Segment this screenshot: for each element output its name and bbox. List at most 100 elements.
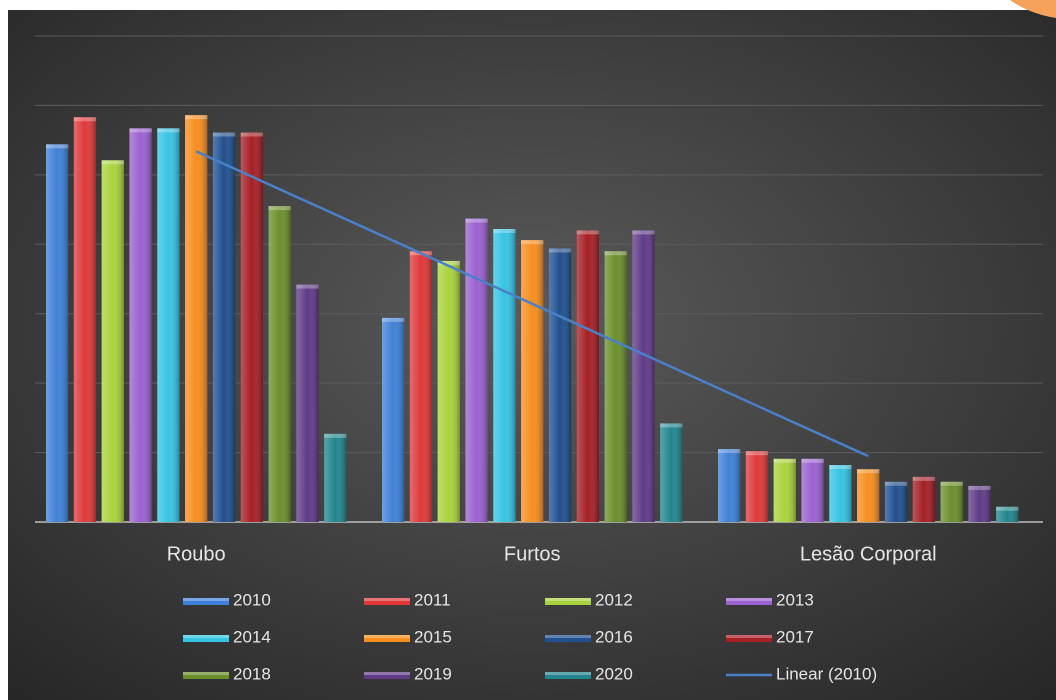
- bar-top: [437, 260, 460, 265]
- legend-swatch: [545, 672, 591, 679]
- bar-top: [73, 117, 97, 122]
- legend-swatch-shade: [364, 635, 410, 638]
- bar-shade: [324, 433, 347, 522]
- bar-shade: [437, 260, 460, 522]
- legend-label: 2012: [595, 590, 633, 609]
- bar-top: [857, 469, 880, 474]
- bar-shade: [632, 230, 655, 522]
- bar-top: [324, 433, 347, 438]
- legend-label: 2011: [414, 590, 451, 609]
- bar-shade: [240, 132, 263, 522]
- legend-swatch: [183, 635, 229, 642]
- bar-top: [101, 160, 124, 165]
- legend-swatch: [183, 598, 229, 605]
- legend-swatch-shade: [545, 635, 591, 638]
- bar-top: [382, 317, 405, 322]
- bar-top: [829, 465, 852, 470]
- bar-top: [212, 132, 236, 137]
- legend-swatch-shade: [183, 635, 229, 638]
- bar-shade: [101, 160, 124, 522]
- legend-swatch-shade: [726, 635, 772, 638]
- legend-swatch-shade: [183, 672, 229, 675]
- bar-shade: [157, 128, 180, 522]
- bar-top: [996, 506, 1019, 511]
- bar-shade: [604, 251, 627, 522]
- legend-swatch-shade: [545, 598, 591, 601]
- bar-shade: [996, 506, 1019, 522]
- legend-label: 2019: [414, 664, 452, 683]
- legend-swatch: [364, 598, 410, 605]
- bar-shade: [382, 317, 405, 522]
- bar-top: [801, 458, 824, 463]
- bar-top: [157, 128, 180, 133]
- bar-top: [576, 230, 599, 235]
- bar-top: [968, 485, 991, 490]
- bar-top: [493, 229, 516, 234]
- bar-top: [465, 218, 488, 223]
- bar-top: [632, 230, 655, 235]
- legend-label: 2013: [776, 590, 814, 609]
- bar-shade: [548, 248, 572, 523]
- bar-shade: [493, 229, 516, 523]
- bar-shade: [73, 117, 97, 522]
- bar-shade: [521, 240, 544, 522]
- legend-swatch-shade: [545, 672, 591, 675]
- x-tick-label: Roubo: [167, 543, 226, 565]
- bar-shade: [718, 449, 741, 522]
- x-tick-label: Lesão Corporal: [800, 543, 937, 565]
- bar-top: [604, 251, 627, 256]
- bar-shade: [745, 451, 769, 522]
- bar-top: [884, 481, 908, 486]
- bar-shade: [576, 230, 599, 522]
- bar-shade: [857, 469, 880, 522]
- bar-shade: [212, 132, 236, 522]
- bar-shade: [829, 465, 852, 522]
- legend-label: 2017: [776, 627, 814, 646]
- bar-top: [745, 451, 769, 456]
- bar-top: [185, 115, 208, 120]
- legend-label: 2015: [414, 627, 452, 646]
- bar-top: [912, 476, 935, 481]
- trendline: [195, 150, 869, 458]
- legend-label: 2020: [595, 664, 633, 683]
- bar-shade: [660, 423, 683, 522]
- legend-label: 2010: [233, 590, 271, 609]
- bar-top: [718, 449, 741, 454]
- bar-top: [940, 481, 963, 486]
- bar-top: [521, 240, 544, 245]
- legend-swatch-shade: [364, 598, 410, 601]
- corner-decoration: [1010, 0, 1056, 18]
- bar-top: [773, 458, 796, 463]
- bar-shade: [296, 284, 319, 522]
- bar-shade: [801, 458, 824, 522]
- legend-swatch: [726, 598, 772, 605]
- legend-swatch-shade: [364, 672, 410, 675]
- bar-shade: [773, 458, 796, 522]
- bar-top: [296, 284, 319, 289]
- bar-shade: [912, 476, 935, 522]
- bar-top: [268, 206, 291, 211]
- bar-shade: [46, 144, 69, 522]
- bar-top: [46, 144, 69, 149]
- legend-swatch: [726, 635, 772, 642]
- legend-label: Linear (2010): [776, 664, 877, 683]
- legend-label: 2014: [233, 627, 271, 646]
- legend-swatch: [545, 635, 591, 642]
- legend-label: 2016: [595, 627, 633, 646]
- bar-shade: [129, 128, 152, 522]
- x-tick-label: Furtos: [504, 543, 561, 565]
- bar-shade: [465, 218, 488, 522]
- bar-shade: [268, 206, 291, 522]
- legend-swatch: [364, 672, 410, 679]
- bar-top: [129, 128, 152, 133]
- legend-swatch: [364, 635, 410, 642]
- bar-shade: [968, 485, 991, 522]
- bar-shade: [884, 481, 908, 522]
- bar-shade: [185, 115, 208, 523]
- legend-swatch-shade: [183, 598, 229, 601]
- legend-swatch: [545, 598, 591, 605]
- bar-shade: [409, 251, 433, 522]
- bar-top: [660, 423, 683, 428]
